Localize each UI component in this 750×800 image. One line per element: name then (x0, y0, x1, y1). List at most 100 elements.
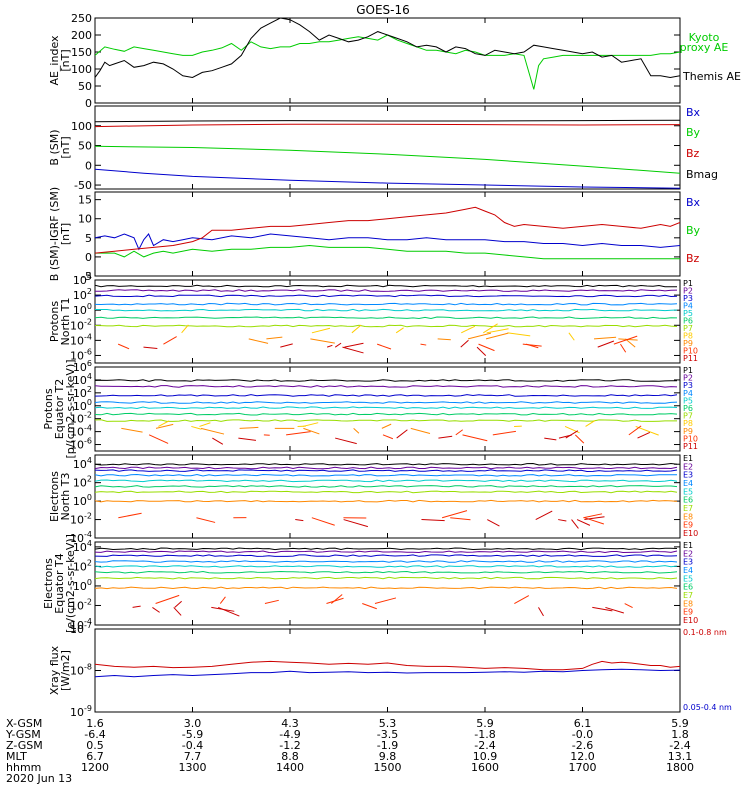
series-segment (450, 517, 471, 521)
y-axis-label-line: AE_index (48, 35, 61, 86)
x-row-value: 10.9 (473, 750, 498, 763)
series-segment (303, 427, 320, 435)
panel-frame (94, 191, 681, 277)
series-segment (155, 423, 174, 429)
series-segment (374, 597, 397, 605)
series-segment (196, 517, 216, 523)
legend-label: E6 (683, 583, 693, 592)
legend-label: 0.1-0.8 nm (683, 628, 727, 637)
series-segment (620, 343, 627, 353)
series-segment (574, 434, 585, 444)
legend-label: P4 (683, 389, 693, 398)
y-tick-label: 10 (78, 213, 92, 226)
series-segments-e10 (132, 600, 624, 617)
series-segment (152, 607, 160, 613)
series-segment (382, 434, 394, 440)
x-row-value: -2.6 (572, 739, 593, 752)
series-segment (334, 342, 342, 348)
y-tick-label: 102 (73, 287, 92, 302)
series-segment (280, 343, 293, 348)
series-segments-e10 (295, 510, 605, 529)
series-segment (568, 332, 575, 341)
series-segment (483, 323, 498, 334)
y-tick-label: 100 (71, 120, 92, 133)
series-line-bmag (95, 119, 680, 123)
legend-label: E10 (683, 529, 698, 538)
legend-label: P3 (683, 381, 693, 390)
series-segment (212, 437, 224, 445)
series-segment (507, 332, 531, 337)
series-line-e7 (95, 490, 678, 494)
series-segment (311, 327, 331, 334)
series-line-e1 (95, 462, 678, 466)
y-axis-label-line: Protons (42, 388, 55, 429)
series-segment (565, 430, 579, 439)
panel-xray: 10-9 10-8 10-7 Xray flux[W/m2] 0.1-0.8 nm 0.0… (48, 621, 732, 719)
series-segment (342, 346, 364, 354)
series-line-p3 (95, 294, 678, 298)
series-segment (155, 594, 180, 604)
legend-label: P1 (683, 366, 693, 375)
series-segment (200, 427, 225, 435)
series-segment (584, 516, 605, 521)
legend-label: P6 (683, 317, 693, 326)
y-axis-label-line: North T1 (59, 298, 72, 346)
x-row-value: 1.6 (86, 717, 104, 730)
series-segment (158, 420, 170, 427)
series-segment (624, 603, 633, 609)
series-line-e2 (95, 466, 678, 470)
series-segment (410, 427, 431, 434)
series-segment (613, 335, 638, 345)
y-tick-label: 10-9 (70, 704, 92, 719)
y-axis-label-line: B (SM)-IGRF (SM) (48, 187, 61, 281)
y-axis-label-line: [nT] (59, 223, 72, 245)
series-line-bx (95, 168, 680, 189)
series-segment (395, 327, 404, 334)
series-line-e4 (95, 473, 678, 477)
series-segment (248, 338, 269, 344)
legend-label: E7 (683, 504, 693, 513)
legend-label: E8 (683, 512, 693, 521)
series-segment (219, 596, 226, 604)
series-line-p4 (95, 401, 678, 404)
series-segment (594, 336, 617, 340)
y-tick-label: 10-2 (70, 597, 92, 612)
series-segment (571, 519, 579, 529)
series-segment (585, 420, 596, 427)
legend-label: E9 (683, 521, 693, 530)
panel-bsm: -50 0 50 100 B (SM)[nT] Bx By Bz Bmag (48, 105, 718, 192)
legend-label: P3 (683, 294, 693, 303)
series-segment (564, 425, 580, 434)
series-segment (625, 338, 636, 348)
series-line-p1 (95, 284, 677, 288)
legend-label: Bmag (686, 168, 718, 181)
x-row-label: hhmm (6, 761, 41, 774)
x-row-value: 1400 (276, 761, 304, 774)
legend-label: E1 (683, 454, 693, 463)
x-row-value: 6.1 (574, 717, 592, 730)
series-segments-p11 (212, 429, 651, 445)
x-row-value: 4.3 (281, 717, 299, 730)
series-segment (163, 336, 177, 345)
y-axis-label-line: Equator T4 (53, 553, 66, 613)
x-row-value: 1700 (569, 761, 597, 774)
y-tick-label: 10-8 (70, 663, 92, 678)
series-segment (420, 343, 427, 346)
series-line-0-05-0-4-nm (95, 668, 680, 678)
series-line-p7 (95, 324, 678, 328)
y-tick-label: 200 (71, 29, 92, 42)
x-row-value: -5.9 (182, 728, 203, 741)
x-row-value: 9.8 (379, 750, 397, 763)
series-line-e5 (95, 565, 678, 568)
y-tick-label: 50 (78, 80, 92, 93)
series-segment (535, 510, 553, 520)
series-segments-e9 (118, 510, 604, 526)
x-row-value: 5.9 (476, 717, 494, 730)
x-row-value: 8.8 (281, 750, 299, 763)
y-axis-label-line: Electrons (48, 471, 61, 522)
y-tick-label: 10-6 (70, 437, 92, 452)
legend-label: P4 (683, 302, 693, 311)
y-tick-label: 10-4 (70, 424, 92, 439)
